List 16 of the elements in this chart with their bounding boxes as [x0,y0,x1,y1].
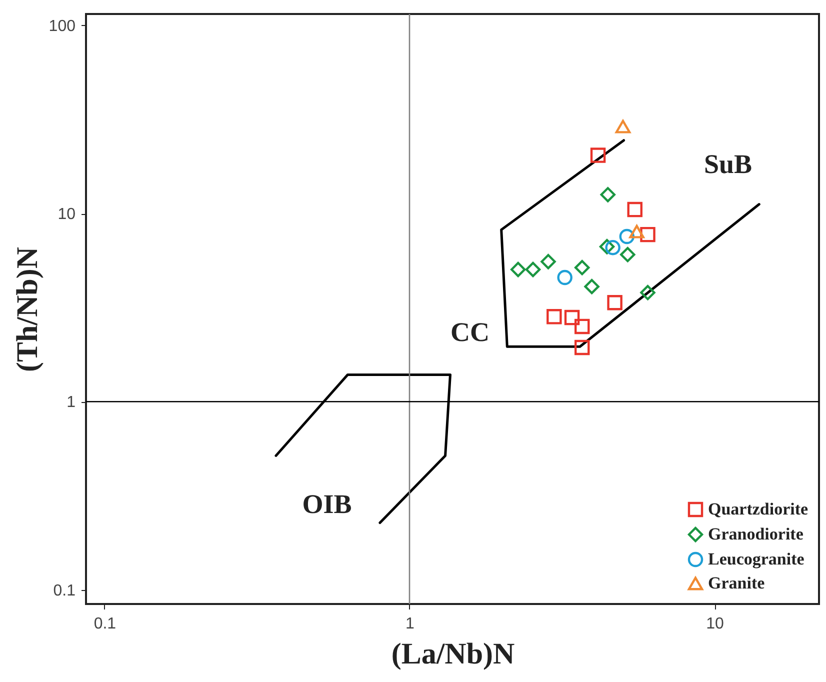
legend-label: Granodiorite [708,524,804,544]
legend-label: Leucogranite [708,550,805,568]
y-axis-title: (Th/Nb)N [10,246,44,372]
x-tick-label: 0.1 [94,616,116,632]
legend-label: Granite [708,574,766,592]
legend-label: Quartzdiorite [708,500,809,518]
x-axis-title: (La/Nb)N [391,638,516,670]
y-tick-label: 10 [58,206,76,224]
x-tick-label: 10 [706,616,724,632]
annotation: OIB [302,489,352,519]
y-tick-label: 0.1 [53,582,76,600]
y-tick-label: 1 [66,394,76,412]
annotation: CC [450,317,490,347]
x-tick-label: 1 [406,616,415,632]
annotation: SuB [704,149,752,179]
y-tick-label: 100 [48,18,76,35]
